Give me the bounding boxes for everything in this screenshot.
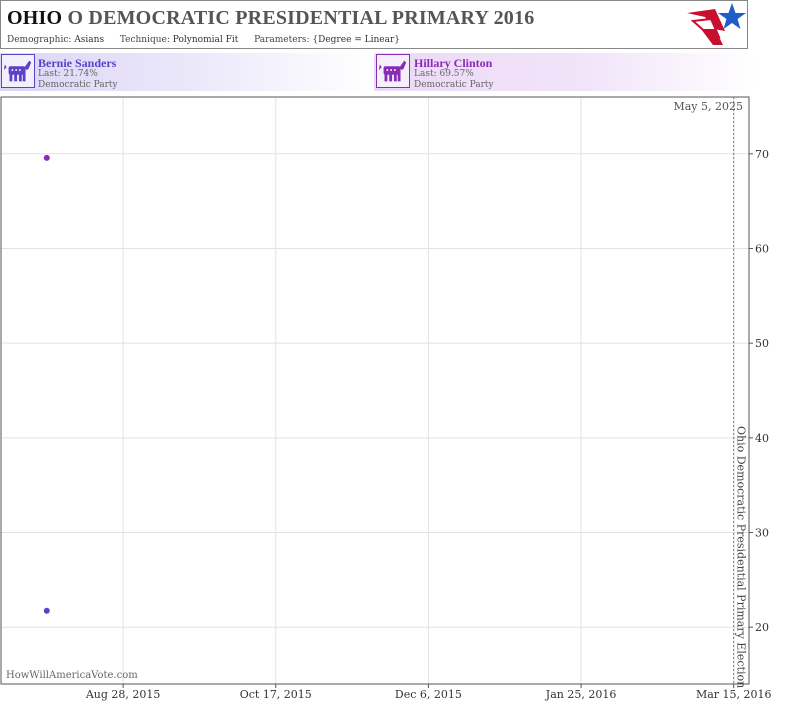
data-points: [43, 154, 50, 614]
data-point: [43, 154, 50, 161]
plot-area-border: [0, 96, 750, 685]
data-point: [43, 607, 50, 614]
candidate-name: Bernie Sanders: [38, 56, 117, 70]
title-election: O DEMOCRATIC PRESIDENTIAL PRIMARY 2016: [67, 7, 535, 29]
candidate-party: Democratic Party: [414, 80, 494, 90]
technique-label: Technique:: [119, 35, 170, 45]
event-marker: Ohio Democratic Presidential Primary Ele…: [733, 97, 748, 688]
flag-star-icon: [687, 3, 746, 45]
x-tick-label: Jan 25, 2016: [545, 688, 617, 701]
x-tick-label: Mar 15, 2016: [696, 688, 772, 701]
x-tick-label: Dec 6, 2015: [395, 688, 462, 701]
parameters-label: Parameters:: [254, 35, 310, 45]
x-tick-label: Aug 28, 2015: [85, 688, 161, 701]
candidate-party: Democratic Party: [38, 80, 118, 90]
candidate-last-value: Last: 21.74%: [38, 69, 98, 79]
x-tick-label: Oct 17, 2015: [240, 688, 312, 701]
election-day-label: Ohio Democratic Presidential Primary Ele…: [735, 426, 748, 688]
chart-parameters: Demographic: Asians Technique: Polynomia…: [7, 35, 400, 45]
candidate-card-clinton: Hillary Clinton Last: 69.57% Democratic …: [374, 53, 756, 91]
x-axis: Aug 28, 2015 Oct 17, 2015 Dec 6, 2015 Jan 2…: [85, 684, 772, 701]
corner-date: May 5, 2025: [673, 100, 743, 113]
y-tick-label: 50: [755, 337, 769, 350]
watermark: HowWillAmericaVote.com: [6, 670, 138, 681]
y-tick-label: 60: [755, 242, 769, 255]
candidate-last-value: Last: 69.57%: [414, 69, 474, 79]
technique-value: Polynomial Fit: [172, 35, 239, 45]
candidate-card-sanders: Bernie Sanders Last: 21.74% Democratic P…: [0, 53, 374, 91]
grid: [1, 97, 749, 684]
demographic-label: Demographic:: [7, 35, 72, 45]
y-tick-label: 40: [755, 432, 769, 445]
democratic-donkey-icon: [1, 54, 35, 88]
y-axis: 20 30 40 50 60 70: [749, 148, 769, 634]
democratic-donkey-icon: [376, 54, 410, 88]
poll-chart: Ohio Democratic Presidential Primary Ele…: [0, 96, 772, 701]
parameters-value: {Degree = Linear}: [312, 35, 401, 45]
y-tick-label: 30: [755, 527, 769, 540]
demographic-value: Asians: [74, 35, 105, 45]
page-title: OHIO O DEMOCRATIC PRESIDENTIAL PRIMARY 2…: [7, 7, 534, 30]
chart-header: OHIO O DEMOCRATIC PRESIDENTIAL PRIMARY 2…: [0, 0, 748, 49]
title-state: OHIO: [7, 7, 63, 29]
y-tick-label: 20: [755, 621, 769, 634]
candidate-name: Hillary Clinton: [414, 56, 493, 70]
y-tick-label: 70: [755, 148, 769, 161]
